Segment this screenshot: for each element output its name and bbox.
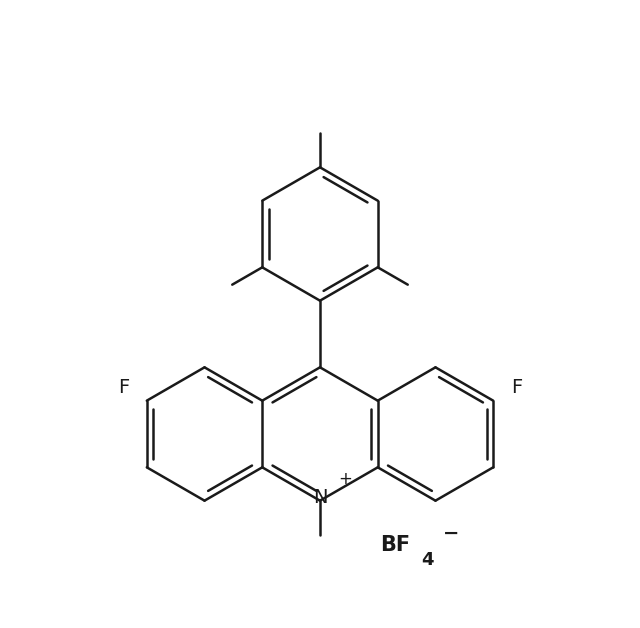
Text: BF: BF <box>380 535 410 555</box>
Text: N: N <box>313 488 327 507</box>
Text: +: + <box>339 470 352 489</box>
Text: −: − <box>444 524 460 543</box>
Text: F: F <box>511 378 522 397</box>
Text: F: F <box>118 378 129 397</box>
Text: 4: 4 <box>421 551 434 569</box>
